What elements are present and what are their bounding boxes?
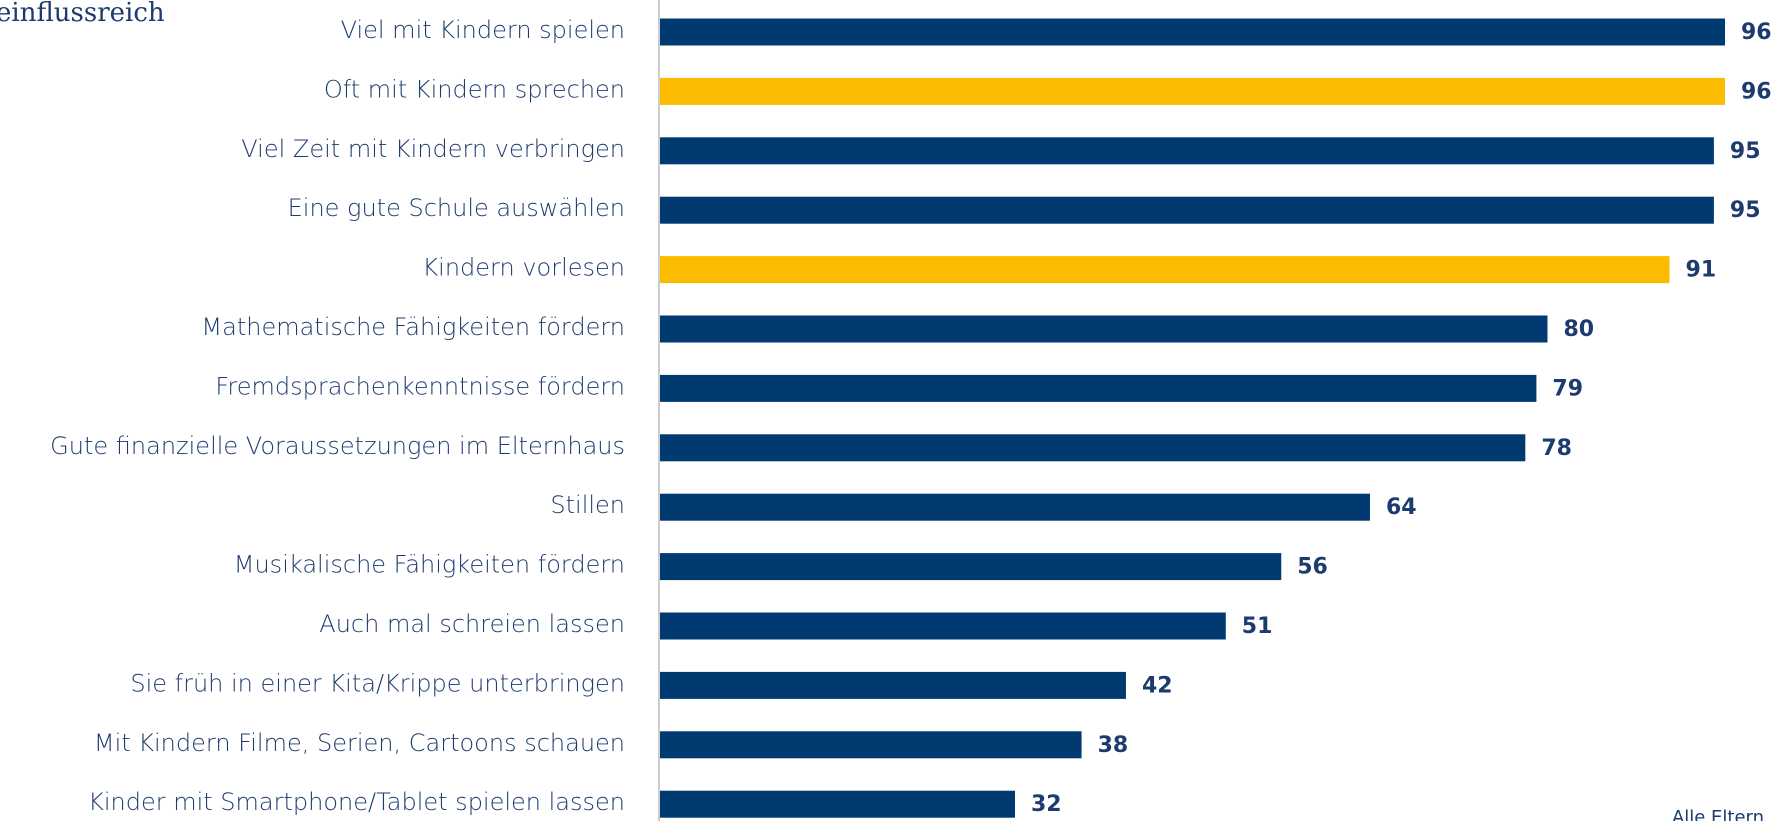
bar xyxy=(660,137,1714,165)
category-label: Oft mit Kindern sprechen xyxy=(324,75,625,103)
bar xyxy=(660,790,1015,818)
category-label: Mathematische Fähigkeiten fördern xyxy=(201,313,625,341)
category-label: Sie früh in einer Kita/Krippe unterbring… xyxy=(130,669,625,697)
bar xyxy=(660,315,1548,343)
chart-title: einflussreich xyxy=(0,0,165,28)
value-label: 56 xyxy=(1297,555,1328,580)
bar xyxy=(660,374,1537,402)
category-label: Auch mal schreien lassen xyxy=(319,610,625,638)
value-label: 38 xyxy=(1098,733,1129,758)
category-label: Gute finanzielle Voraussetzungen im Elte… xyxy=(50,432,625,460)
value-label: 42 xyxy=(1142,673,1173,698)
value-label: 96 xyxy=(1741,20,1772,45)
category-label: Kinder mit Smartphone/Tablet spielen las… xyxy=(88,788,625,816)
bar xyxy=(660,731,1082,759)
bar xyxy=(660,553,1282,581)
bar xyxy=(660,18,1725,46)
bar xyxy=(660,493,1370,521)
value-label: 95 xyxy=(1730,139,1761,164)
category-label: Viel mit Kindern spielen xyxy=(341,16,625,44)
value-label: 95 xyxy=(1730,198,1761,223)
value-label: 64 xyxy=(1386,495,1417,520)
category-label: Musikalische Fähigkeiten fördern xyxy=(234,551,625,579)
value-label: 51 xyxy=(1242,614,1273,639)
value-label: 78 xyxy=(1541,436,1572,461)
bar xyxy=(660,671,1126,699)
bar xyxy=(660,612,1226,640)
category-label: Mit Kindern Filme, Serien, Cartoons scha… xyxy=(94,729,625,757)
bar xyxy=(660,77,1725,105)
bar xyxy=(660,256,1670,284)
value-label: 91 xyxy=(1686,258,1717,283)
value-label: 79 xyxy=(1552,376,1583,401)
value-label: 80 xyxy=(1564,317,1595,342)
category-label: Eine gute Schule auswählen xyxy=(288,194,625,222)
category-label: Viel Zeit mit Kindern verbringen xyxy=(241,135,625,163)
value-label: 96 xyxy=(1741,79,1772,104)
note: Alle Eltern xyxy=(1672,807,1764,821)
bar xyxy=(660,434,1526,462)
bar xyxy=(660,196,1714,224)
category-label: Stillen xyxy=(550,491,625,519)
value-label: 32 xyxy=(1031,792,1062,817)
category-label: Kindern vorlesen xyxy=(422,254,625,282)
category-label: Fremdsprachenkenntnisse fördern xyxy=(215,372,625,400)
